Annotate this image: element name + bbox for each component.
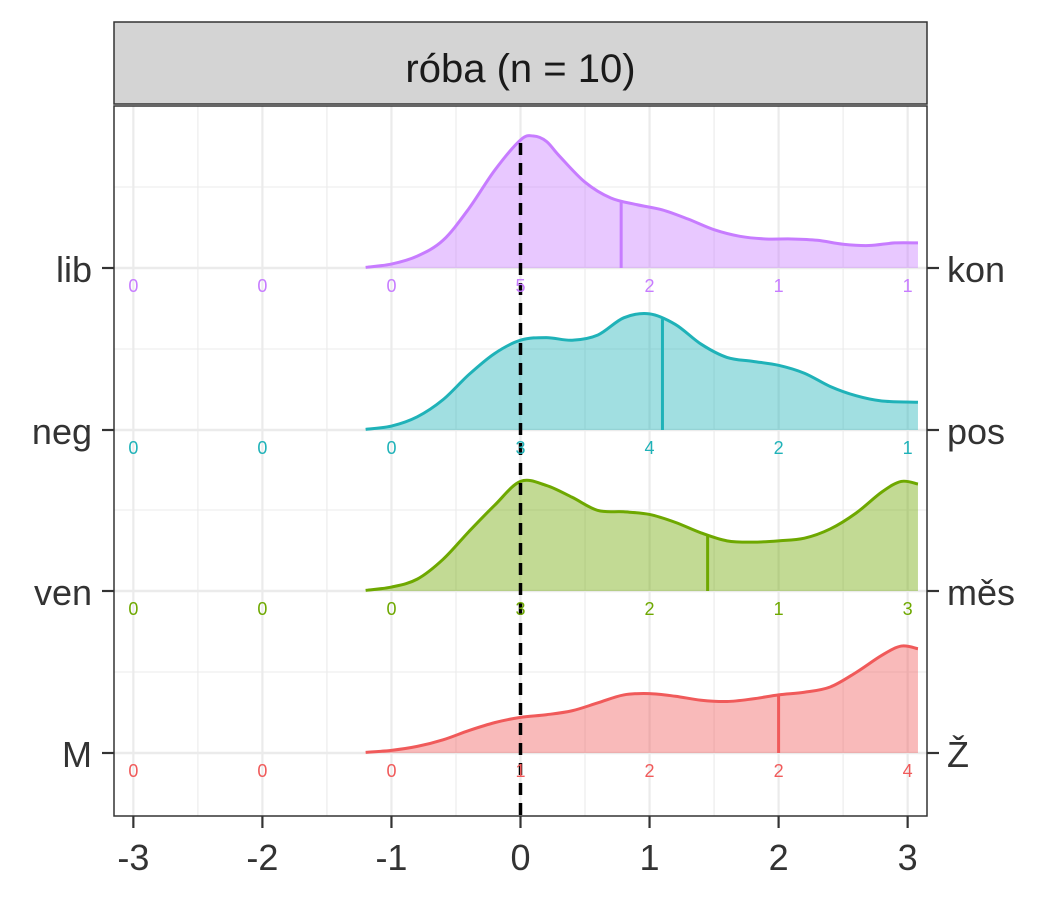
density-line-pos xyxy=(365,311,919,431)
count-label: 0 xyxy=(386,276,396,296)
count-label: 1 xyxy=(774,276,784,296)
x-tick-label: -2 xyxy=(246,837,278,878)
count-label: 1 xyxy=(903,276,913,296)
count-label: 4 xyxy=(903,761,913,781)
count-label: 2 xyxy=(645,761,655,781)
mean-lines xyxy=(619,200,781,753)
count-label: 2 xyxy=(645,599,655,619)
x-tick-label: -1 xyxy=(375,837,407,878)
count-label: 1 xyxy=(515,761,525,781)
right-y-axis: kon pos měs Ž xyxy=(927,249,1015,775)
density-area-kon xyxy=(365,135,918,268)
count-label: 0 xyxy=(128,276,138,296)
count-label: 0 xyxy=(128,599,138,619)
count-label: 1 xyxy=(774,599,784,619)
density-ridges xyxy=(365,134,919,754)
x-tick-label: 1 xyxy=(640,837,660,878)
x-axis: -3 -2 -1 0 1 2 3 xyxy=(117,816,918,878)
density-area-měs xyxy=(365,480,918,591)
count-label: 0 xyxy=(386,438,396,458)
density-line-kon xyxy=(365,134,918,269)
facet-strip xyxy=(113,21,928,105)
count-labels: 0 0 0 5 2 1 1 0 0 0 3 4 2 1 0 0 0 3 2 1 3 0 0 0 1 2 2 4 xyxy=(128,276,912,781)
count-label: 2 xyxy=(774,761,784,781)
count-label: 2 xyxy=(645,276,655,296)
y-label-left: ven xyxy=(34,572,92,613)
count-label: 0 xyxy=(128,761,138,781)
count-label: 3 xyxy=(903,599,913,619)
y-label-left: lib xyxy=(56,249,92,290)
count-label: 0 xyxy=(257,276,267,296)
y-label-right: kon xyxy=(947,249,1005,290)
x-tick-label: 0 xyxy=(510,837,530,878)
y-label-right: pos xyxy=(947,411,1005,452)
y-label-right: měs xyxy=(947,572,1015,613)
count-label: 0 xyxy=(128,438,138,458)
density-line-Ž xyxy=(365,644,919,754)
density-line-měs xyxy=(365,478,919,592)
x-tick-label: -3 xyxy=(117,837,149,878)
count-label: 0 xyxy=(257,438,267,458)
count-label: 0 xyxy=(386,599,396,619)
y-label-right: Ž xyxy=(947,734,969,775)
count-label: 5 xyxy=(515,276,525,296)
count-label: 3 xyxy=(515,599,525,619)
count-label: 0 xyxy=(386,761,396,781)
y-label-left: M xyxy=(62,734,92,775)
count-label: 1 xyxy=(903,438,913,458)
count-label: 3 xyxy=(515,438,525,458)
y-label-left: neg xyxy=(32,411,92,452)
x-tick-label: 3 xyxy=(898,837,918,878)
facet-strip-title: róba (n = 10) xyxy=(405,47,635,91)
count-label: 2 xyxy=(774,438,784,458)
count-label: 0 xyxy=(257,599,267,619)
density-area-pos xyxy=(365,313,918,430)
x-tick-label: 2 xyxy=(769,837,789,878)
count-label: 4 xyxy=(645,438,655,458)
count-label: 0 xyxy=(257,761,267,781)
left-y-axis: lib neg ven M xyxy=(32,249,114,775)
